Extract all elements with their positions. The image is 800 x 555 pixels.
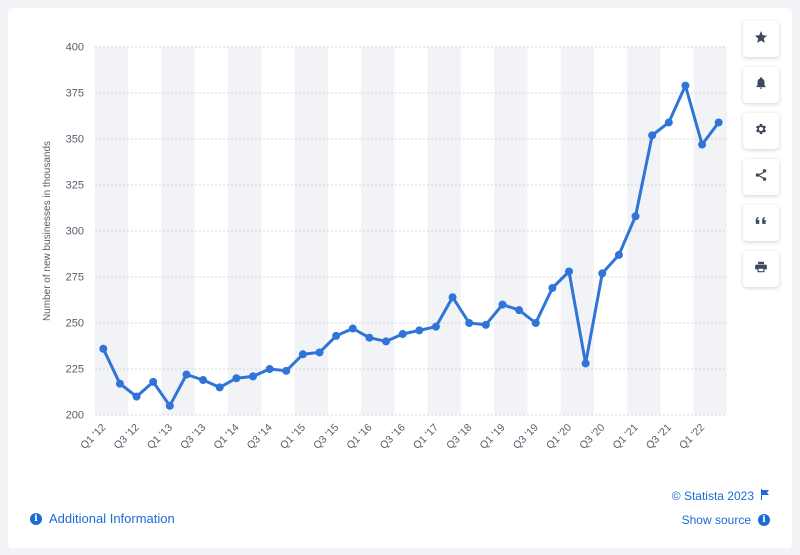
x-axis-ticks: Q1 '12 Q3 '12 Q1 '13 Q3 '13 Q1 '14 Q3 '14 Q1 '… [78,422,707,452]
x-tick-label: Q1 '12 [78,422,108,452]
gridlines [95,46,727,416]
data-point[interactable] [365,333,374,342]
data-point[interactable] [581,359,590,368]
data-point[interactable] [415,326,424,335]
x-tick-label: Q3 '16 [378,422,408,452]
series-line [101,84,721,408]
data-point[interactable] [398,330,407,339]
y-axis-ticks: 200 225 250 275 300 325 350 375 400 [66,42,84,422]
data-point[interactable] [332,331,341,340]
flag-icon [754,489,770,503]
data-point[interactable] [132,392,141,401]
y-tick-label: 275 [66,272,84,284]
show-source-label: Show source [681,513,751,527]
column-band [361,47,395,415]
x-tick-label: Q1 '14 [211,422,241,452]
data-point[interactable] [531,319,540,327]
x-tick-label: Q1 '15 [278,422,308,452]
y-axis-label: Number of new businesses in thousands [42,141,53,321]
share-button[interactable] [743,159,779,195]
data-point[interactable] [598,269,607,278]
bell-icon [754,76,768,95]
y-tick-label: 300 [66,226,84,238]
data-point[interactable] [465,319,474,327]
data-point[interactable] [382,337,391,346]
data-point[interactable] [265,365,274,373]
data-point[interactable] [448,293,457,302]
column-band [161,47,195,415]
data-point[interactable] [681,81,690,90]
data-point[interactable] [631,212,640,221]
copyright-text: © Statista 2023 [671,489,754,503]
x-tick-label: Q3 '18 [444,422,474,452]
settings-button[interactable] [743,113,779,149]
y-tick-label: 250 [66,318,84,330]
x-tick-label: Q3 '21 [644,422,674,452]
notification-button[interactable] [743,67,779,103]
data-point[interactable] [165,401,174,410]
data-point[interactable] [548,284,557,293]
quote-icon [754,214,768,233]
info-icon: i [758,514,770,526]
series-layer [99,81,723,410]
data-point[interactable] [149,377,158,386]
share-icon [754,168,768,187]
data-point[interactable] [282,366,291,375]
x-tick-label: Q1 '21 [611,422,641,452]
data-point[interactable] [498,300,507,309]
data-point[interactable] [182,370,191,379]
data-point[interactable] [249,372,257,381]
x-tick-label: Q3 '13 [178,422,208,452]
data-point[interactable] [614,250,623,259]
y-tick-label: 325 [66,180,84,192]
chart-toolbar [743,21,781,297]
data-point[interactable] [115,379,124,388]
data-point[interactable] [431,322,440,331]
x-tick-label: Q1 '16 [344,422,374,452]
data-point[interactable] [698,140,707,149]
data-point[interactable] [481,320,490,329]
data-point[interactable] [315,348,324,357]
data-point[interactable] [515,306,524,315]
x-tick-label: Q3 '14 [245,422,275,452]
additional-information-label: Additional Information [49,511,175,526]
chart-card [8,8,792,548]
data-point[interactable] [99,344,108,353]
data-point[interactable] [232,374,241,383]
star-icon [754,30,768,49]
data-point[interactable] [648,131,657,140]
y-tick-label: 375 [66,88,84,100]
cite-button[interactable] [743,205,779,241]
data-point[interactable] [298,350,307,359]
data-point[interactable] [348,324,357,333]
info-icon: i [30,512,42,525]
x-tick-label: Q3 '19 [511,422,541,452]
print-icon [754,260,768,279]
data-point[interactable] [565,267,573,276]
print-button[interactable] [743,251,779,287]
y-tick-label: 350 [66,134,84,146]
x-tick-label: Q1 '19 [477,422,507,452]
additional-information-link[interactable]: i Additional Information [30,511,175,526]
data-point[interactable] [664,118,673,127]
y-tick-label: 200 [66,410,84,422]
x-tick-label: Q3 '15 [311,422,341,452]
x-tick-label: Q3 '12 [112,422,142,452]
data-point[interactable] [714,118,723,127]
data-point[interactable] [215,383,224,392]
y-tick-label: 225 [66,364,84,376]
y-tick-label: 400 [66,42,84,54]
gear-icon [754,122,768,141]
x-tick-label: Q3 '20 [577,422,607,452]
show-source-link[interactable]: Show source i [682,513,770,527]
x-tick-label: Q1 '20 [544,422,574,452]
x-tick-label: Q1 '22 [677,422,707,452]
favorite-button[interactable] [743,21,779,57]
copyright[interactable]: © Statista 2023 [672,489,770,503]
x-tick-label: Q1 '13 [145,422,175,452]
data-point[interactable] [199,376,208,385]
x-tick-label: Q1 '17 [411,422,441,452]
column-band [693,47,727,415]
